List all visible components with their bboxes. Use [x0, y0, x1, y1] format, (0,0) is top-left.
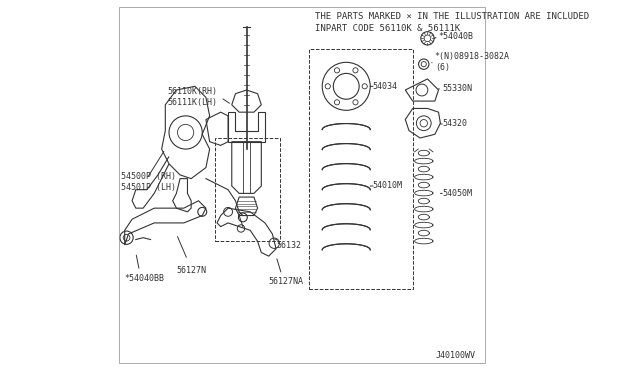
- Text: *(N)08918-3082A
(6): *(N)08918-3082A (6): [435, 52, 510, 73]
- Bar: [309, 49, 413, 289]
- Text: 56132: 56132: [276, 241, 301, 250]
- Text: 56127NA: 56127NA: [269, 278, 304, 286]
- Text: 54034: 54034: [372, 82, 397, 91]
- Bar: [215, 138, 280, 241]
- Text: 54050M: 54050M: [442, 189, 472, 198]
- Text: 54500P (RH)
54501P (LH): 54500P (RH) 54501P (LH): [121, 172, 176, 192]
- Text: 54010M: 54010M: [372, 182, 402, 190]
- Text: *54040B: *54040B: [438, 32, 474, 41]
- Text: THE PARTS MARKED × IN THE ILLUSTRATION ARE INCLUDED
INPART CODE 56110K & 56111K: THE PARTS MARKED × IN THE ILLUSTRATION A…: [315, 13, 589, 33]
- Text: 56110K(RH)
56111K(LH): 56110K(RH) 56111K(LH): [167, 87, 217, 108]
- Text: 56127N: 56127N: [177, 266, 206, 275]
- Text: 55330N: 55330N: [442, 84, 472, 93]
- Text: *54040BB: *54040BB: [125, 274, 164, 283]
- Text: 54320: 54320: [442, 119, 467, 128]
- Text: J40100WV: J40100WV: [435, 350, 476, 359]
